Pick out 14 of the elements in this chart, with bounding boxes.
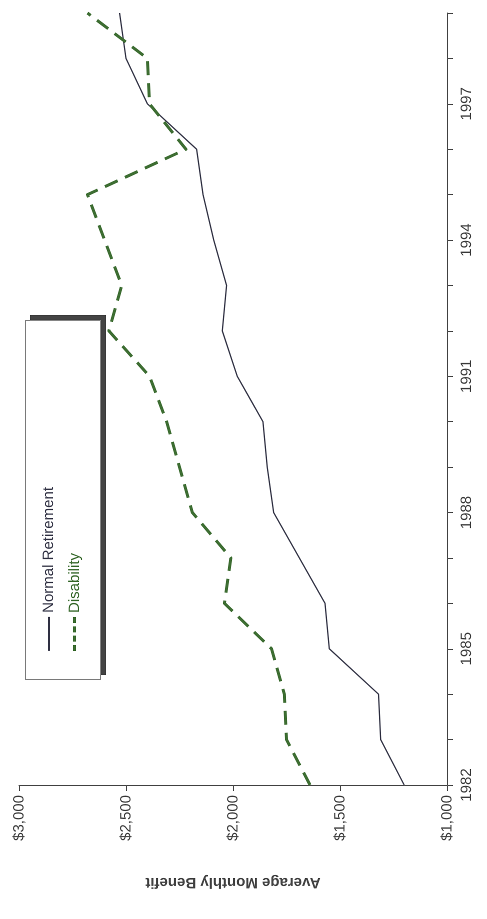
line-series — [118, 12, 405, 786]
x-axis-title: Average Monthly Benefit — [145, 874, 321, 891]
x-tick-label: $1,000 — [438, 795, 456, 841]
x-tick-label: $2,500 — [118, 795, 134, 841]
y-tick-label: 1997 — [458, 87, 475, 121]
y-tick-label: 1988 — [458, 496, 475, 530]
x-tick-label: $3,000 — [10, 795, 28, 841]
x-tick-label: $2,000 — [224, 795, 242, 841]
y-tick-label: 1985 — [458, 632, 475, 666]
x-tick-label: $1,500 — [332, 795, 348, 841]
line-series — [86, 12, 312, 786]
y-tick-label: 1991 — [458, 360, 475, 393]
y-tick-label: 1982 — [458, 768, 475, 802]
y-tick-label: 1994 — [458, 223, 475, 257]
